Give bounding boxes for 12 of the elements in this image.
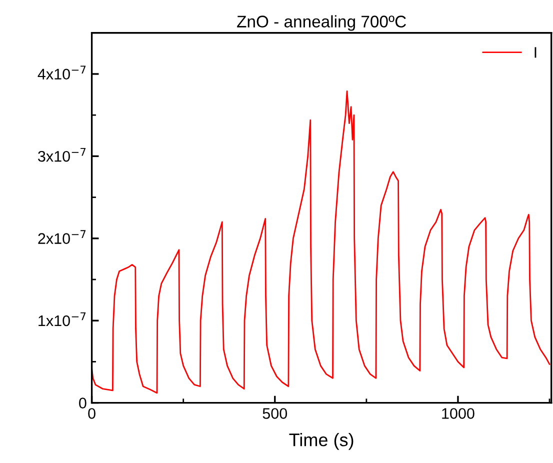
x-tick-label: 0: [88, 408, 96, 419]
y-tick-label: 1x10$^{−7}$: [38, 312, 86, 326]
legend-label: I: [534, 47, 536, 58]
line-series: [92, 90, 550, 394]
y-tick-label: 3x10$^{−7}$: [38, 148, 86, 162]
x-tick-label: 500: [262, 408, 288, 419]
y-tick-label: 2x10$^{−7}$: [38, 230, 86, 244]
chart-title: ZnO - annealing 700ºC: [237, 15, 406, 31]
x-tick-label: 1000: [442, 408, 474, 419]
y-tick-label: 0: [79, 398, 86, 408]
x-axis-title: Time (s): [289, 433, 354, 450]
y-tick-label: 4x10$^{−7}$: [38, 66, 86, 80]
